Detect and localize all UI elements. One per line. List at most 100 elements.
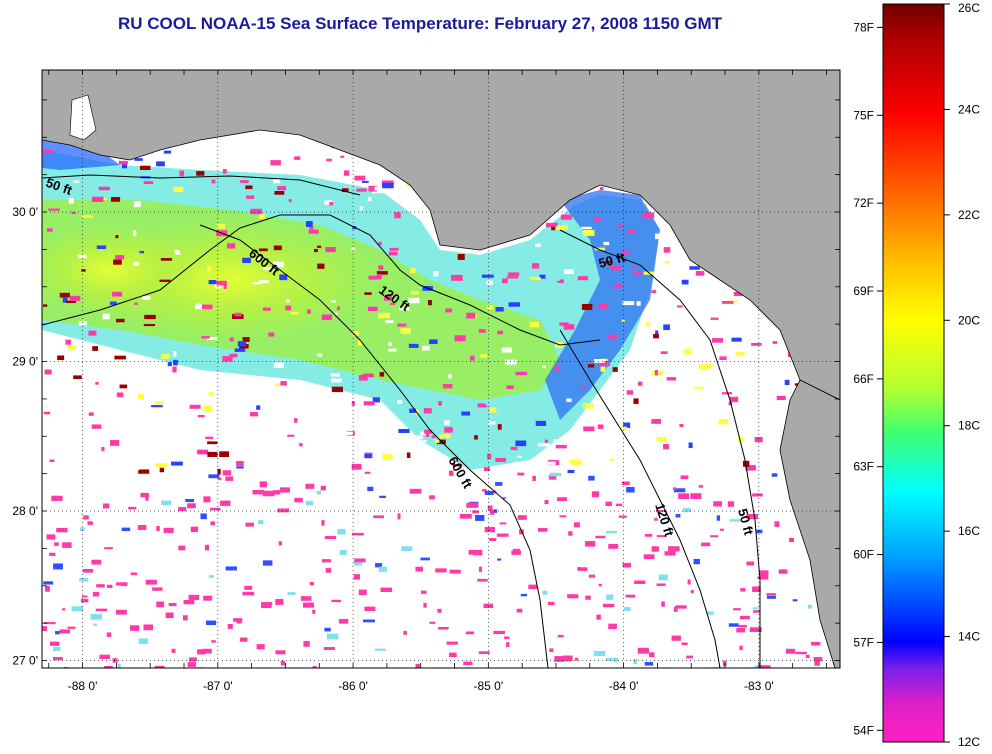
land-north	[42, 70, 840, 401]
speckle	[594, 247, 606, 251]
fahrenheit-label: 78F	[853, 20, 874, 34]
speckle	[91, 424, 102, 429]
speckle	[742, 460, 750, 467]
speckle	[207, 265, 212, 272]
speckle	[712, 338, 723, 343]
speckle	[595, 535, 606, 539]
speckle	[96, 584, 105, 588]
speckle	[214, 282, 222, 289]
speckle	[65, 339, 71, 345]
speckle	[668, 546, 680, 552]
speckle	[273, 490, 281, 495]
speckle	[130, 572, 138, 576]
speckle	[731, 337, 742, 342]
speckle	[554, 365, 560, 371]
contour-label: 50 ft	[597, 249, 627, 271]
speckle	[137, 393, 145, 400]
speckle	[644, 661, 654, 666]
speckle	[106, 399, 117, 403]
speckle	[473, 549, 483, 556]
speckle	[119, 384, 128, 389]
speckle	[606, 530, 617, 534]
speckle	[208, 280, 217, 285]
speckle	[394, 212, 401, 219]
speckle	[59, 406, 66, 411]
speckle	[222, 470, 232, 476]
speckle	[424, 429, 433, 434]
speckle	[520, 593, 528, 597]
celsius-label: 20C	[958, 313, 980, 327]
speckle	[208, 474, 220, 479]
speckle	[104, 547, 113, 550]
speckle	[134, 158, 143, 161]
speckle	[46, 534, 56, 540]
speckle	[678, 493, 690, 500]
speckle	[378, 265, 384, 270]
speckle	[354, 560, 363, 566]
speckle	[62, 542, 72, 548]
speckle	[792, 599, 798, 602]
speckle	[606, 409, 616, 415]
cloud-speckles	[42, 140, 840, 668]
speckle	[656, 535, 666, 538]
speckle	[174, 249, 179, 253]
lon-tick-label: -88 0'	[68, 679, 98, 693]
speckle	[317, 353, 323, 357]
speckle	[147, 407, 152, 412]
speckle	[415, 566, 424, 572]
speckle	[268, 332, 275, 337]
speckle	[373, 515, 385, 519]
speckle	[410, 268, 416, 274]
speckle	[746, 561, 755, 566]
speckle	[354, 558, 366, 563]
speckle	[508, 302, 521, 307]
speckle	[42, 150, 54, 153]
speckle	[49, 459, 55, 462]
speckle	[326, 158, 332, 162]
speckle	[317, 413, 321, 417]
speckle	[675, 514, 681, 518]
speckle	[305, 221, 313, 227]
speckle	[273, 362, 285, 369]
speckle	[79, 577, 89, 582]
speckle	[178, 507, 187, 512]
speckle	[277, 186, 287, 191]
speckle	[172, 366, 177, 373]
speckle	[187, 662, 197, 667]
speckle	[46, 228, 53, 232]
speckle	[651, 418, 662, 424]
speckle	[656, 583, 666, 586]
speckle	[585, 541, 596, 547]
speckle	[555, 444, 567, 449]
speckle	[528, 584, 538, 590]
speckle	[489, 509, 495, 515]
speckle	[704, 276, 713, 281]
speckle	[416, 435, 423, 440]
speckle	[427, 300, 432, 306]
speckle	[401, 546, 413, 552]
speckle	[638, 381, 643, 386]
speckle	[403, 630, 407, 635]
speckle	[480, 354, 487, 358]
speckle	[219, 451, 230, 458]
speckle	[739, 645, 743, 651]
fahrenheit-label: 69F	[853, 284, 874, 298]
speckle	[577, 567, 582, 570]
speckle	[739, 615, 750, 620]
speckle	[483, 603, 494, 609]
speckle	[449, 652, 457, 658]
speckle	[615, 503, 623, 507]
speckle	[82, 568, 94, 573]
speckle	[752, 607, 759, 610]
speckle	[336, 306, 341, 311]
speckle	[505, 359, 517, 365]
speckle	[733, 608, 741, 611]
speckle	[207, 441, 218, 445]
speckle	[200, 304, 213, 310]
speckle	[53, 646, 61, 652]
speckle	[239, 637, 248, 642]
speckle	[211, 640, 216, 643]
speckle	[81, 269, 86, 272]
speckle	[59, 629, 71, 634]
